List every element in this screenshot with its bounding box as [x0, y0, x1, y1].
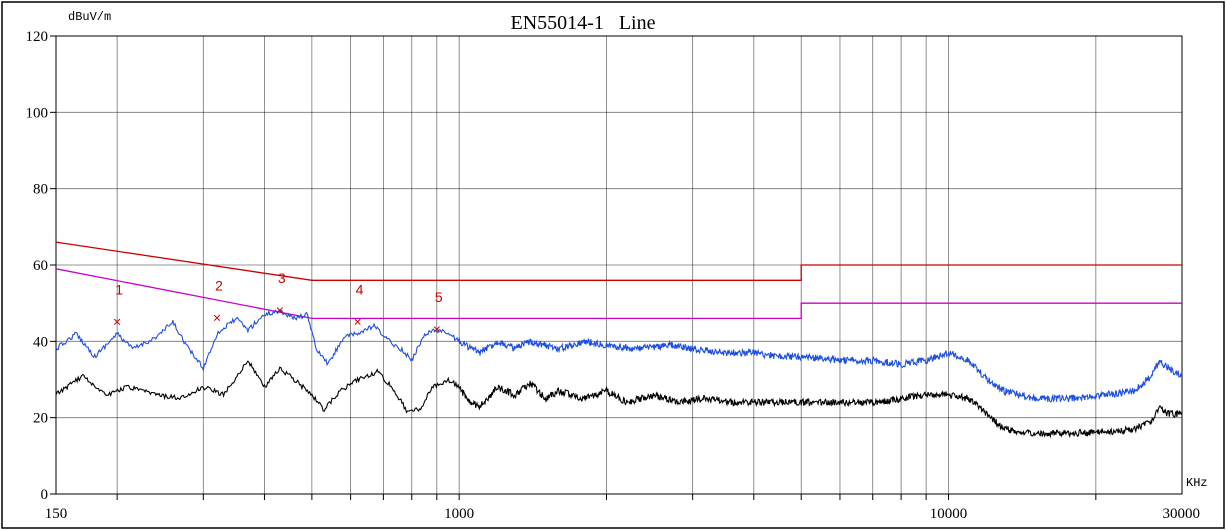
data-series-trace — [55, 360, 1183, 439]
limit-line — [55, 241, 1182, 281]
marker-number-label: 1 — [115, 281, 123, 297]
limit-lines-layer — [55, 241, 1182, 320]
x-tick-label: 1000 — [444, 506, 474, 522]
y-tick-label: 120 — [26, 29, 49, 45]
marker-number-label: 2 — [215, 277, 223, 293]
y-tick-label: 20 — [33, 411, 48, 427]
marker-x-symbol: × — [433, 321, 441, 337]
axis-labels-layer: 0 20 40 60 80 100 120 150 1000 10000 30000 — [26, 29, 1201, 522]
chart-title: EN55014-1 Line — [511, 12, 656, 34]
marker-number-label: 4 — [356, 281, 364, 297]
limit-line — [55, 268, 1182, 320]
x-axis-unit-label: KHz — [1186, 476, 1208, 490]
grid-layer — [50, 35, 1182, 500]
y-tick-label: 0 — [41, 487, 49, 503]
marker-x-symbol: × — [353, 313, 361, 329]
series-layer — [55, 309, 1183, 439]
y-axis-unit-label: dBuV/m — [68, 10, 111, 24]
marker-x-symbol: × — [113, 313, 121, 329]
y-tick-label: 60 — [33, 258, 48, 274]
y-tick-label: 40 — [33, 334, 48, 350]
y-tick-label: 80 — [33, 182, 48, 198]
marker-number-label: 5 — [435, 289, 443, 305]
markers-layer: × 1 × 2 × 3 × 4 × 5 — [113, 270, 443, 337]
y-tick-label: 100 — [26, 105, 49, 121]
x-tick-label: 30000 — [1163, 506, 1201, 522]
marker-number-label: 3 — [278, 270, 286, 286]
x-tick-label: 150 — [45, 506, 68, 522]
data-series-trace — [55, 309, 1183, 403]
marker-x-symbol: × — [213, 309, 221, 325]
x-tick-label: 10000 — [930, 506, 968, 522]
marker-x-symbol: × — [276, 302, 284, 318]
